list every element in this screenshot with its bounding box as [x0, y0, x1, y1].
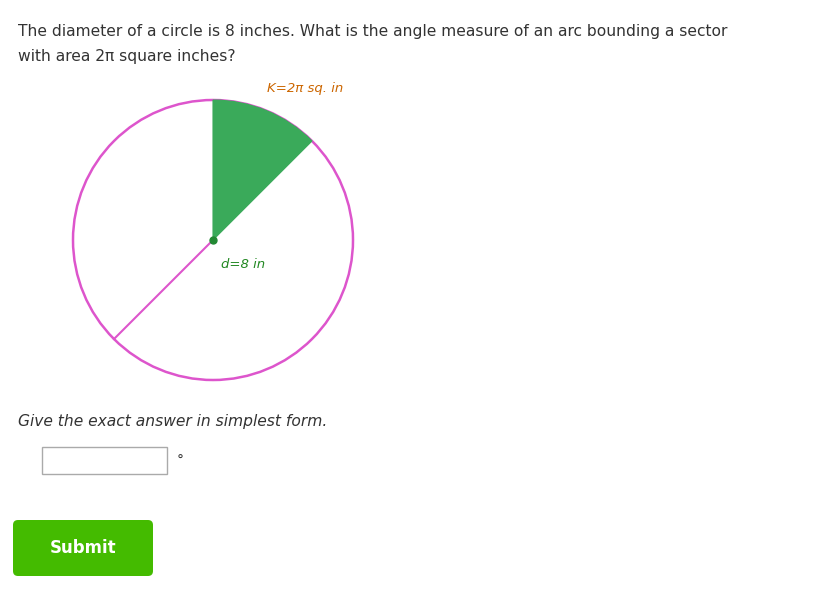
Text: K=2π sq. in: K=2π sq. in	[267, 82, 344, 95]
Text: °: °	[177, 453, 184, 467]
Text: Give the exact answer in simplest form.: Give the exact answer in simplest form.	[18, 414, 328, 429]
Text: Submit: Submit	[50, 539, 116, 557]
Text: The diameter of a circle is 8 inches. What is the angle measure of an arc boundi: The diameter of a circle is 8 inches. Wh…	[18, 24, 728, 39]
FancyBboxPatch shape	[13, 520, 153, 576]
FancyBboxPatch shape	[42, 447, 167, 474]
Wedge shape	[213, 100, 312, 240]
Text: with area 2π square inches?: with area 2π square inches?	[18, 49, 236, 64]
Text: d=8 in: d=8 in	[221, 258, 265, 271]
